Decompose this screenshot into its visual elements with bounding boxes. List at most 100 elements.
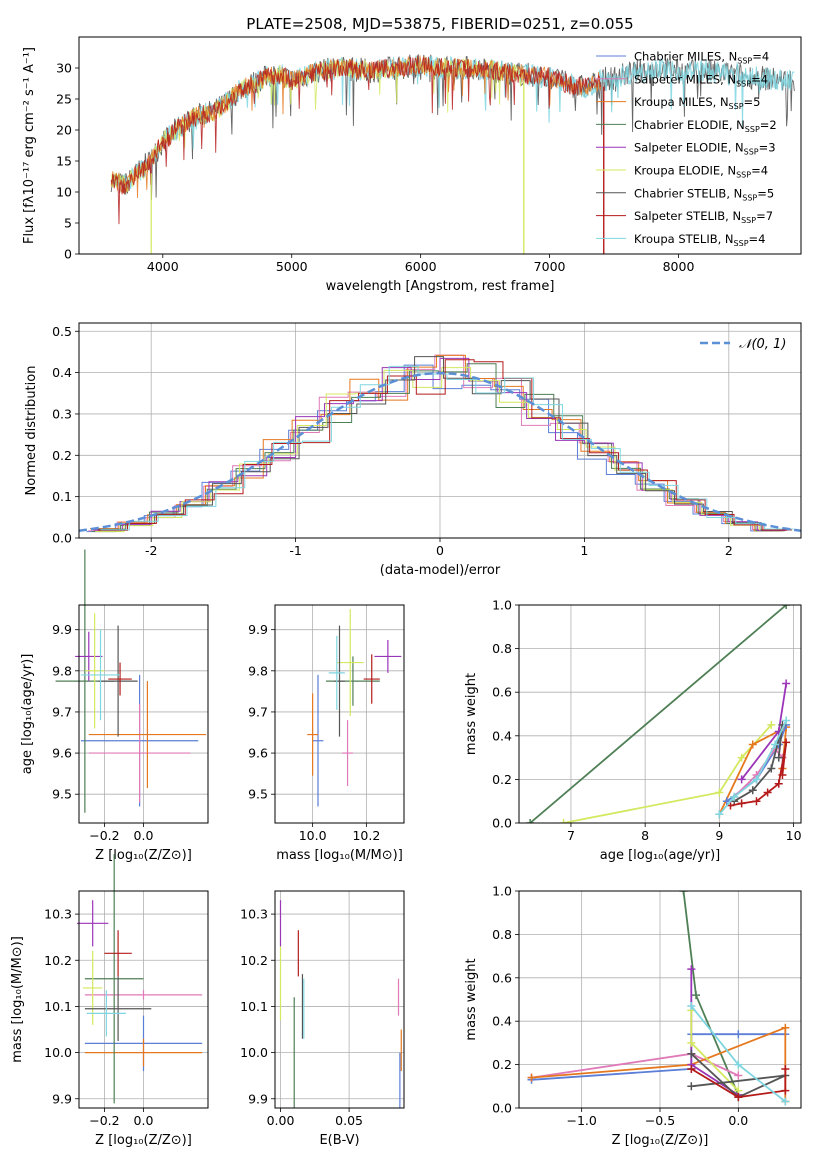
y-axis-label: Flux [fλ10⁻¹⁷ erg cm⁻² s⁻¹ A⁻¹] [22,47,37,244]
spectrum-lines [110,54,795,254]
spectrum-line [110,55,602,225]
x-tick-label: 9 [715,828,723,843]
y-tick-label: 25 [56,92,72,107]
y-tick-label: 0 [64,247,72,262]
y-tick-label: 10.0 [240,1045,268,1060]
x-tick-label: −0.5 [645,1113,675,1128]
legend-entry: Kroupa MILES, NSSP=5 [634,95,760,111]
x-tick-label: 8 [641,828,649,843]
weight-point [687,1049,696,1058]
weight-point [737,753,746,762]
weight-point [687,1082,696,1091]
y-tick-label: 9.8 [52,663,72,678]
y-tick-label: 0.2 [52,448,72,463]
weight-point [734,1060,743,1069]
y-tick-label: 9.8 [248,663,268,678]
x-tick-label: 5000 [276,259,308,274]
weight-point [782,738,791,747]
weight-lines-weight_vs_age [526,605,791,823]
legend-entry: Kroupa STELIB, NSSP=4 [634,232,765,248]
x-tick-label: 0.0 [728,1113,748,1128]
errorbars-age_vs_mass [307,609,402,807]
x-tick-label: 2 [725,543,733,558]
x-tick-label: 0.00 [267,1113,295,1128]
y-axis-label: mass weight [464,673,479,755]
weight-point [730,792,739,801]
x-tick-label: 8000 [663,259,695,274]
legend-entry: Chabrier MILES, NSSP=4 [634,50,769,66]
legend-entry: Salpeter ELODIE, NSSP=3 [634,141,776,157]
y-axis-label: mass [log₁₀(M/M⊙)] [10,936,25,1063]
y-tick-label: 0.2 [492,772,512,787]
y-tick-label: 9.9 [248,622,268,637]
weight-point [774,753,783,762]
y-tick-label: 0.0 [492,816,512,831]
legend-entry: Salpeter STELIB, NSSP=7 [634,209,773,225]
y-tick-label: 1.0 [492,598,512,613]
y-tick-label: 15 [56,154,72,169]
y-tick-label: 0.1 [52,489,72,504]
axes-frame-weight_vs_Z [518,890,802,1109]
weight-point [527,1073,536,1082]
weight-point [526,819,535,823]
weight-point [767,720,776,729]
errorbars-mass_vs_ebv [279,900,402,1108]
x-tick-label: 0.0 [134,1113,154,1128]
axes-spectrum: 4000 5000 6000 7000 8000 0 5 10 15 20 25 30 waveleng… [22,47,694,294]
y-tick-label: 10.3 [240,907,268,922]
y-tick-label: 10.2 [44,953,72,968]
weight-line [529,605,787,823]
weight-point [687,1064,696,1073]
weight-point [734,1093,743,1102]
histogram-series-1 [88,354,782,532]
y-tick-label: 0.2 [492,1057,512,1072]
weight-point [782,605,791,609]
y-tick-label: 9.7 [248,704,268,719]
weight-point [781,1064,790,1073]
y-tick-label: 0.5 [52,324,72,339]
x-tick-label: 0.0 [134,828,154,843]
histogram-series-2 [89,354,784,532]
axes-frame-weight_vs_age [518,604,802,824]
weight-point [771,740,780,749]
x-tick-label: 0.05 [335,1113,363,1128]
y-tick-label: 0.0 [492,1101,512,1116]
weight-point [715,788,724,797]
histogram-series-6 [96,356,791,531]
weight-point [767,764,776,773]
x-tick-label: 6000 [405,259,437,274]
histogram-series-7 [98,359,792,531]
y-tick-label: 0.8 [492,927,512,942]
y-tick-label: 9.9 [52,622,72,637]
weight-line [690,1068,787,1099]
y-axis-label: age [log₁₀(age/yr)] [20,654,35,775]
y-tick-label: 9.5 [248,787,268,802]
y-tick-label: 9.9 [248,1091,268,1106]
axes-frame-mass_vs_Z [78,890,209,1109]
y-tick-label: 0.4 [492,1014,512,1029]
normal-curve [78,371,802,533]
y-tick-label: 10.2 [240,953,268,968]
weight-point [748,786,757,795]
x-tick-label: 4000 [147,259,179,274]
legend-entry: Chabrier ELODIE, NSSP=2 [634,118,777,134]
errorbars-age_vs_Z [55,549,207,813]
y-tick-label: 0.3 [52,406,72,421]
x-tick-label: 10 [786,828,802,843]
x-axis-label: (data-model)/error [380,563,501,578]
y-tick-label: 20 [56,123,72,138]
y-tick-label: 0.6 [492,970,512,985]
axes-age_vs_mass: 10.0 10.2 9.5 9.6 9.7 9.8 9.9 mass [log₁₀(M/M⊙)… [248,605,404,863]
errorbars-mass_vs_Z [77,854,203,1104]
legend-entry: Kroupa ELODIE, NSSP=4 [634,164,768,180]
axes-age_vs_Z: −0.2 0.0 9.5 9.6 9.7 9.8 9.9 Z [log₁₀(Z/Z⊙)] age… [20,605,208,863]
weight-point [737,799,746,808]
weight-line [563,724,772,823]
x-tick-label: 10.2 [352,828,380,843]
x-axis-label: mass [log₁₀(M/M⊙)] [276,848,403,863]
weight-point [559,819,568,823]
x-axis-label: wavelength [Angstrom, rest frame] [326,279,555,294]
x-tick-label: −1.0 [566,1113,596,1128]
x-tick-label: 7000 [534,259,566,274]
weight-point [692,991,701,1000]
